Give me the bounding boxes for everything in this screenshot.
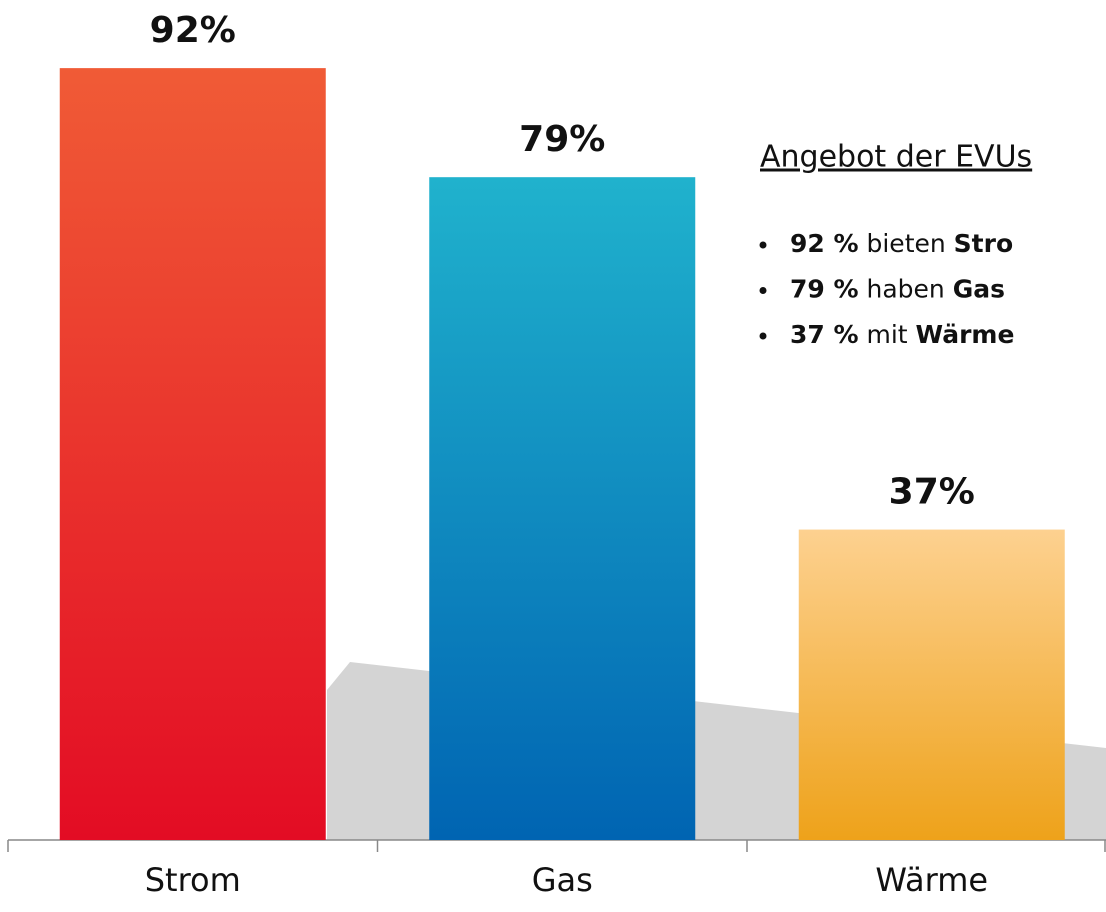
value-label: 37% — [889, 472, 975, 513]
bar — [59, 68, 326, 841]
value-label: 92% — [150, 10, 236, 51]
bullet-part: bieten — [859, 229, 954, 258]
bullet-part: Gas — [953, 275, 1005, 304]
x-tick-label: Strom — [145, 861, 241, 899]
bullet-dot — [759, 287, 767, 294]
bullet-part: haben — [859, 275, 953, 304]
annotation-title: Angebot der EVUs — [760, 140, 1032, 175]
bullet-text: 37 % mit Wärme — [790, 320, 1014, 349]
bullet-dot — [759, 332, 767, 340]
x-tick-label: Gas — [532, 861, 593, 899]
x-tick-label: Wärme — [875, 861, 988, 899]
bullet-part: Stro — [954, 229, 1013, 258]
bullet-part: 92 % — [790, 229, 859, 258]
bullet-dot — [759, 241, 767, 249]
bullet-part: 79 % — [790, 275, 859, 304]
bullet-part: 37 % — [790, 320, 859, 349]
bullet-text: 92 % bieten Stro — [790, 229, 1013, 258]
bullet-text: 79 % haben Gas — [790, 275, 1005, 304]
bullet-part: mit — [859, 320, 916, 349]
bullet-part: Wärme — [916, 320, 1015, 349]
value-label: 79% — [519, 119, 605, 160]
bar — [429, 177, 696, 840]
bar — [798, 529, 1065, 840]
